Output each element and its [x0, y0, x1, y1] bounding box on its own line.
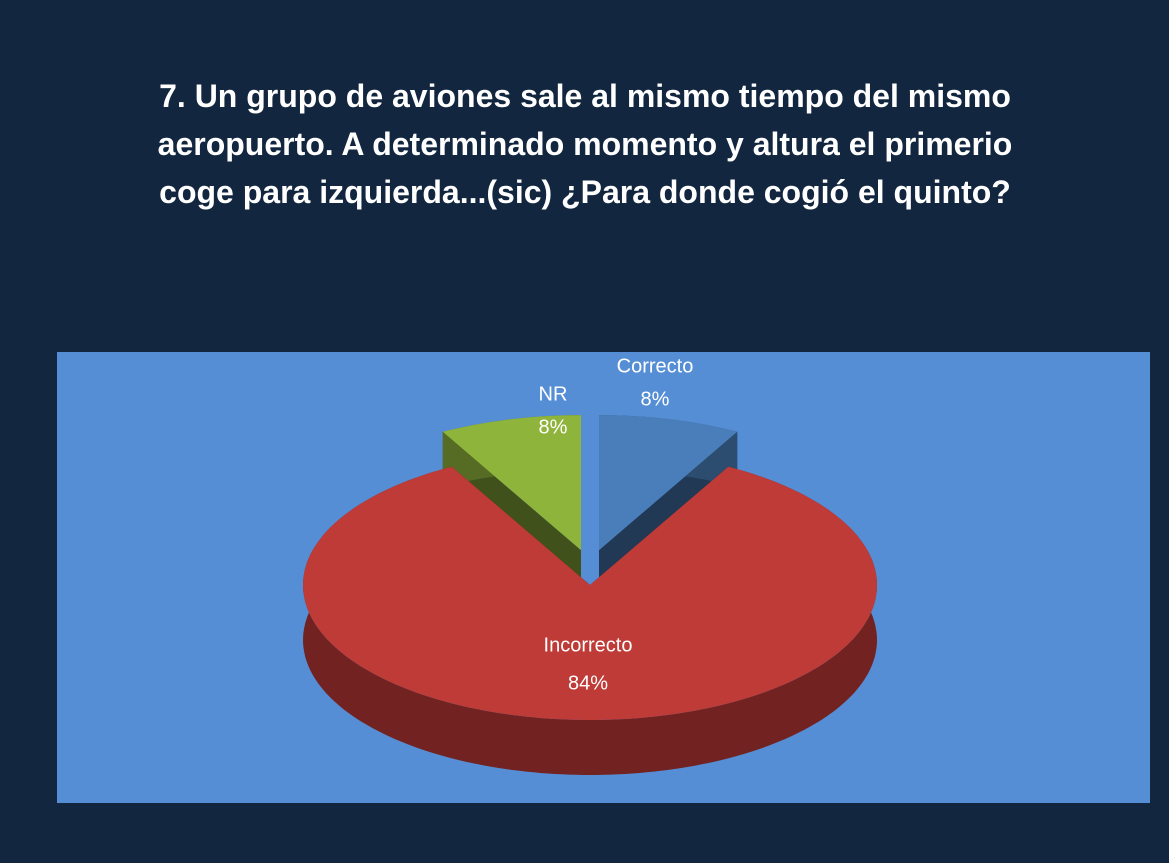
pie-slice [599, 415, 738, 551]
chart-title: 7. Un grupo de aviones sale al mismo tie… [157, 78, 1013, 210]
slice-value-label: 8% [641, 388, 670, 410]
slice-label: Incorrecto [544, 634, 633, 656]
slice-label: NR [539, 383, 568, 405]
pie-slice [303, 466, 877, 720]
slice-label: Correcto [617, 355, 694, 377]
slice-value-label: 84% [568, 672, 608, 694]
slice-value-label: 8% [539, 416, 568, 438]
pie-slice [442, 415, 581, 551]
